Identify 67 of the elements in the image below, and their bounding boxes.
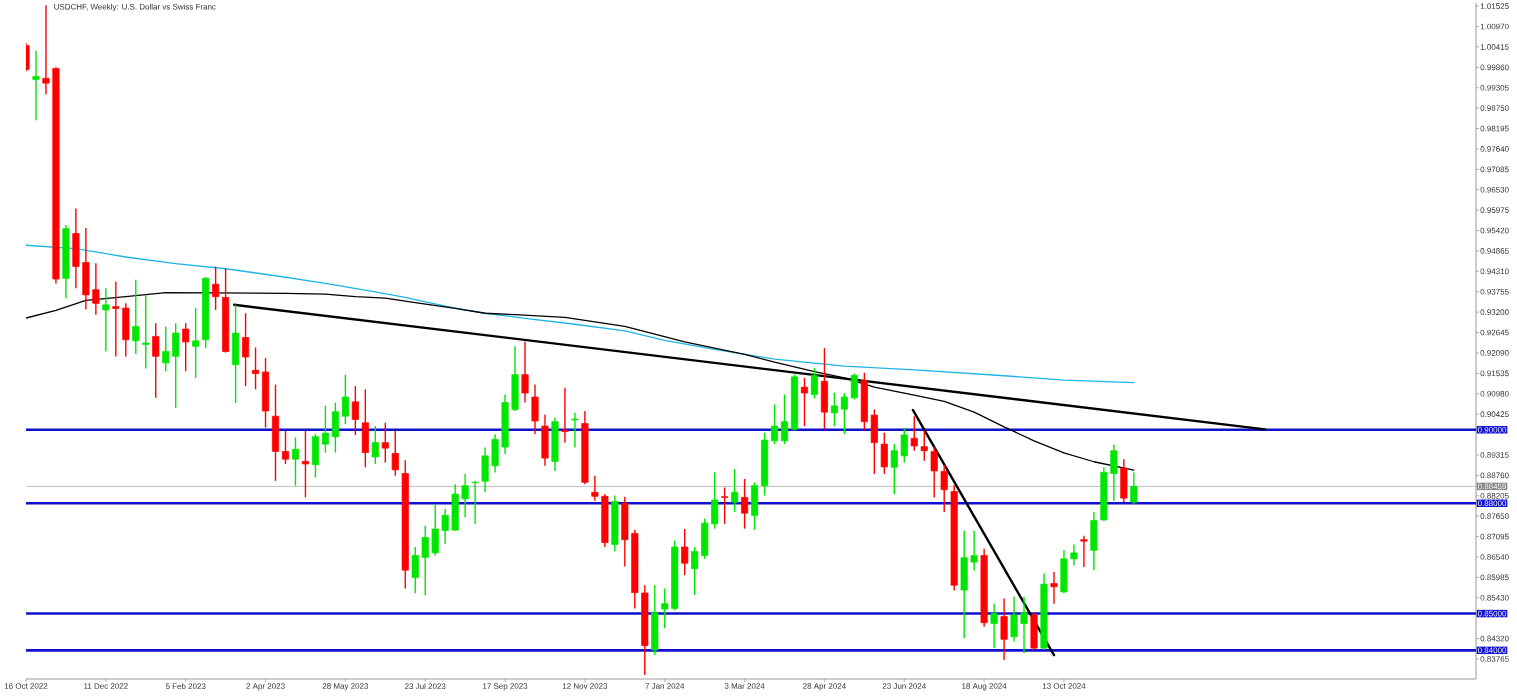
candlestick [471, 480, 479, 525]
candlestick [441, 508, 449, 545]
candlestick [341, 373, 349, 425]
candlestick [152, 322, 160, 399]
candlestick [741, 478, 749, 530]
candlestick [281, 430, 290, 465]
candlestick [561, 387, 569, 444]
candlestick [172, 322, 180, 409]
candlestick [351, 385, 359, 436]
candlestick [1080, 534, 1088, 568]
candlestick [461, 473, 469, 518]
candlestick [192, 307, 200, 379]
candlestick [1000, 597, 1008, 661]
candlestick [940, 463, 948, 513]
candlestick [840, 392, 848, 435]
candlestick [930, 446, 938, 499]
candlestick [711, 471, 719, 530]
candlestick [212, 265, 220, 311]
candlestick [32, 50, 40, 121]
candlestick [391, 430, 399, 477]
candlestick [182, 322, 190, 373]
candlestick [910, 415, 918, 452]
candlestick [850, 372, 858, 401]
candlestick [371, 425, 379, 465]
candlestick [42, 4, 50, 95]
candlestick [731, 468, 739, 513]
candlestick [900, 427, 908, 464]
candlestick [102, 287, 110, 353]
candlestick [431, 503, 439, 557]
candlestick [291, 436, 300, 487]
candlestick [1110, 444, 1118, 502]
candlestick [721, 486, 729, 525]
candlestick [521, 340, 529, 404]
candlestick [301, 430, 309, 499]
candlestick [681, 528, 689, 577]
candlestick [411, 546, 419, 595]
candlestick [920, 429, 928, 462]
candlestick [571, 412, 579, 449]
candlestick [162, 325, 170, 373]
candlestick [142, 294, 150, 370]
candlestick [252, 346, 260, 391]
candlestick [1020, 595, 1028, 654]
candlestick [1010, 595, 1018, 643]
candlestick [691, 546, 699, 596]
candlestick [880, 432, 888, 475]
candlestick [321, 405, 329, 454]
candlestick [890, 443, 898, 495]
candlestick [1050, 571, 1058, 605]
candlestick [381, 422, 389, 464]
line-series [26, 244, 1135, 384]
candlestick [970, 530, 978, 572]
candlestick [661, 587, 669, 629]
candlestick [531, 383, 539, 435]
candlestick [92, 262, 100, 316]
candlestick [242, 312, 250, 387]
candlestick [990, 602, 998, 649]
candlestick [780, 393, 789, 445]
candlestick [421, 525, 429, 596]
candlestick [132, 279, 140, 355]
candlestick [800, 377, 809, 427]
candlestick [770, 403, 779, 445]
candlestick [1070, 543, 1078, 567]
candlestick [810, 367, 819, 400]
candlestick [830, 391, 838, 427]
candlestick [591, 475, 599, 502]
candlestick [112, 280, 120, 358]
candlestick [1130, 471, 1138, 505]
